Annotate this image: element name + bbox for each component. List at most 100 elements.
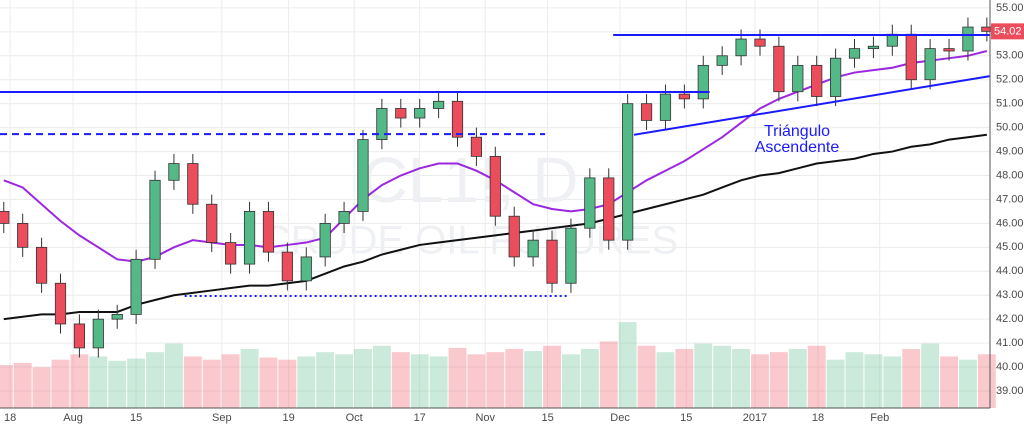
y-tick-label: 40.00 (996, 361, 1024, 373)
candle-body (848, 48, 861, 59)
candle-body (546, 239, 558, 284)
candle-body (187, 163, 199, 205)
y-tick-label: 39.00 (996, 385, 1024, 397)
volume-bar (940, 356, 958, 408)
volume-bar (580, 348, 599, 408)
volume-bar (732, 348, 751, 408)
candles (0, 17, 993, 358)
candle-body (508, 215, 520, 258)
candle-body (735, 38, 747, 57)
volume-bar (202, 359, 221, 408)
volume-bar (958, 359, 977, 408)
candle-body (640, 103, 653, 121)
volume-bar (429, 356, 448, 408)
annotation: Ascendente (755, 139, 840, 156)
volume-bar (297, 356, 316, 408)
candle-body (489, 155, 501, 217)
volume-bar (599, 341, 618, 408)
candle-body (338, 211, 350, 224)
volume-bar (240, 348, 259, 408)
candle-body (830, 57, 842, 97)
y-tick-label: 48.00 (996, 169, 1024, 181)
x-tick-label: Oct (346, 412, 363, 424)
y-tick-label: 44.00 (996, 265, 1024, 277)
volume-bar (146, 352, 164, 408)
volume-bar (826, 359, 845, 408)
candle-body (886, 33, 898, 47)
x-tick-label: 15 (541, 412, 553, 424)
volume-bar (883, 356, 902, 408)
volume-bar (259, 357, 278, 408)
x-tick-label: Dec (610, 412, 630, 424)
volume-bar (618, 322, 637, 408)
volume-bar (316, 352, 335, 408)
volume-bar (108, 360, 127, 408)
candle-body (451, 100, 464, 138)
volume-bar (164, 343, 183, 408)
axes: 39.00 40.00 41.00 42.00 43.00 44.00 45.00 46.00… (4, 2, 1024, 424)
watermark-symbol: CL1!, D (362, 144, 579, 216)
candle-body (716, 55, 728, 66)
candle-body (433, 100, 445, 109)
volume-bar (807, 345, 826, 408)
candle-body (225, 242, 237, 265)
volume-bar (713, 345, 732, 408)
candle-body (584, 177, 596, 229)
volume-bar (278, 359, 297, 408)
volume-bar (32, 367, 51, 408)
candle-body (281, 251, 293, 282)
drawings (0, 33, 991, 297)
candle-body (565, 227, 577, 284)
candle-body (527, 239, 539, 258)
volume-bar (902, 348, 921, 408)
volume-bar (769, 352, 788, 408)
candle-body (659, 93, 672, 121)
volume-bar (656, 352, 675, 408)
moving-average (3, 133, 987, 321)
candle-body (395, 108, 407, 119)
x-tick-label: 17 (414, 412, 426, 424)
volume-bar (13, 362, 32, 408)
candle-body (92, 318, 104, 349)
candle-body (149, 179, 161, 260)
x-tick-label: Sep (212, 412, 232, 424)
volume-bar (0, 365, 13, 408)
last-price-label: 54.02 (994, 25, 1022, 37)
y-tick-label: 52.00 (996, 74, 1024, 86)
candle-body (35, 246, 48, 284)
volume-bar (486, 352, 505, 408)
x-tick-label: 2017 (743, 412, 767, 424)
volume-bar (543, 345, 561, 408)
x-tick-label: Nov (475, 412, 495, 424)
candle-body (773, 45, 785, 93)
y-tick-label: 41.00 (996, 337, 1024, 349)
y-tick-label: 46.00 (996, 217, 1024, 229)
volume-bar (127, 358, 146, 408)
volume-bar (788, 348, 807, 408)
candle-body (924, 48, 936, 81)
volume-bar (751, 354, 769, 408)
x-tick-label: 18 (4, 412, 16, 424)
x-tick-label: 15 (130, 412, 142, 424)
candle-body (243, 211, 256, 265)
candle-body (319, 222, 331, 258)
volume-bar (335, 354, 354, 408)
volume-bar (89, 356, 108, 408)
candle-body (905, 33, 917, 81)
y-tick-label: 47.00 (996, 193, 1024, 205)
candle-body (754, 38, 766, 47)
volume-bar (845, 352, 864, 408)
volume-bar (372, 345, 391, 408)
candle-body (111, 313, 123, 320)
x-tick-label: 19 (282, 412, 294, 424)
last-price-box (991, 23, 1024, 40)
candle-body (603, 177, 615, 241)
y-tick-label: 55.00 (996, 2, 1024, 14)
candle-body (697, 64, 709, 100)
y-tick-label: 42.00 (996, 313, 1024, 325)
candle-body (73, 323, 86, 349)
volume-bar (183, 356, 202, 408)
candle-body (376, 108, 388, 140)
volume-bar (675, 348, 694, 408)
volume-bar (505, 348, 524, 408)
